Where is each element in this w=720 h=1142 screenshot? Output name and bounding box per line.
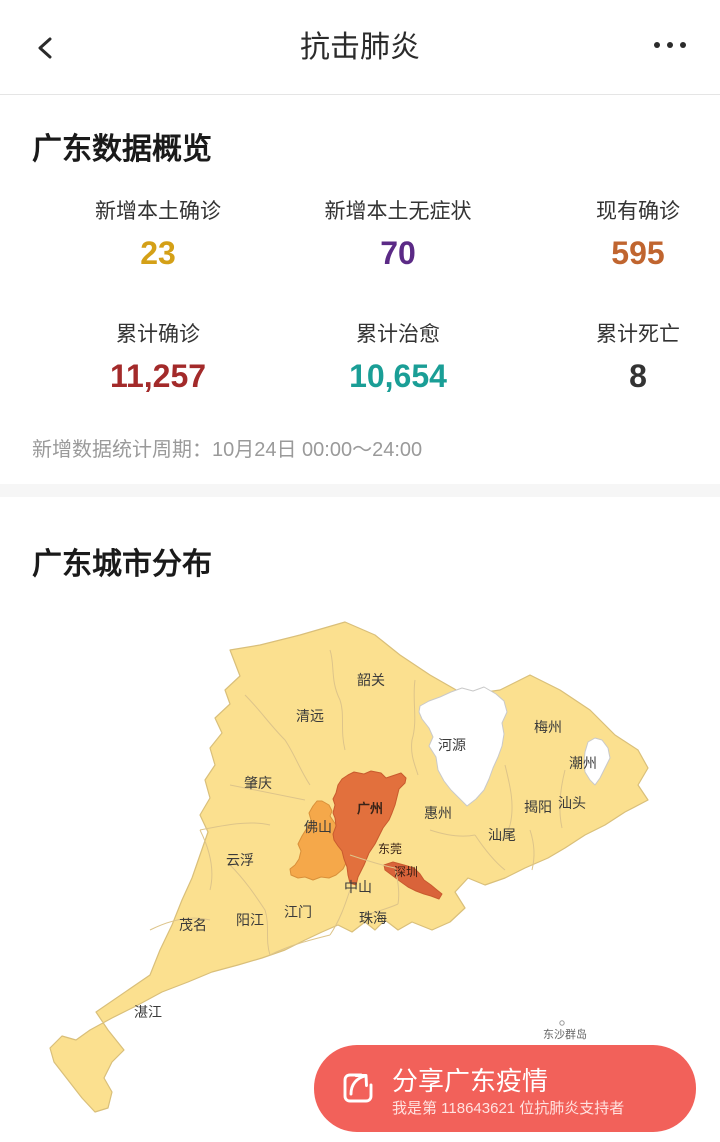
- svg-text:珠海: 珠海: [359, 910, 387, 926]
- svg-text:河源: 河源: [438, 737, 466, 753]
- svg-text:江门: 江门: [284, 904, 312, 920]
- svg-text:深圳: 深圳: [394, 865, 418, 879]
- svg-text:佛山: 佛山: [304, 819, 332, 835]
- svg-text:韶关: 韶关: [357, 672, 385, 688]
- svg-text:东莞: 东莞: [378, 842, 402, 856]
- svg-text:广州: 广州: [357, 801, 383, 816]
- svg-text:肇庆: 肇庆: [244, 775, 272, 791]
- svg-text:梅州: 梅州: [534, 719, 562, 735]
- svg-text:东沙群岛: 东沙群岛: [543, 1027, 587, 1041]
- svg-text:汕尾: 汕尾: [488, 827, 516, 843]
- svg-text:汕头: 汕头: [558, 795, 586, 811]
- svg-text:阳江: 阳江: [236, 912, 264, 928]
- svg-text:潮州: 潮州: [569, 755, 597, 771]
- svg-text:惠州: 惠州: [424, 805, 452, 821]
- svg-text:中山: 中山: [344, 879, 372, 895]
- svg-text:云浮: 云浮: [226, 852, 254, 868]
- svg-text:揭阳: 揭阳: [524, 799, 552, 815]
- svg-text:湛江: 湛江: [134, 1004, 162, 1020]
- svg-text:清远: 清远: [296, 708, 324, 724]
- svg-text:茂名: 茂名: [179, 917, 207, 933]
